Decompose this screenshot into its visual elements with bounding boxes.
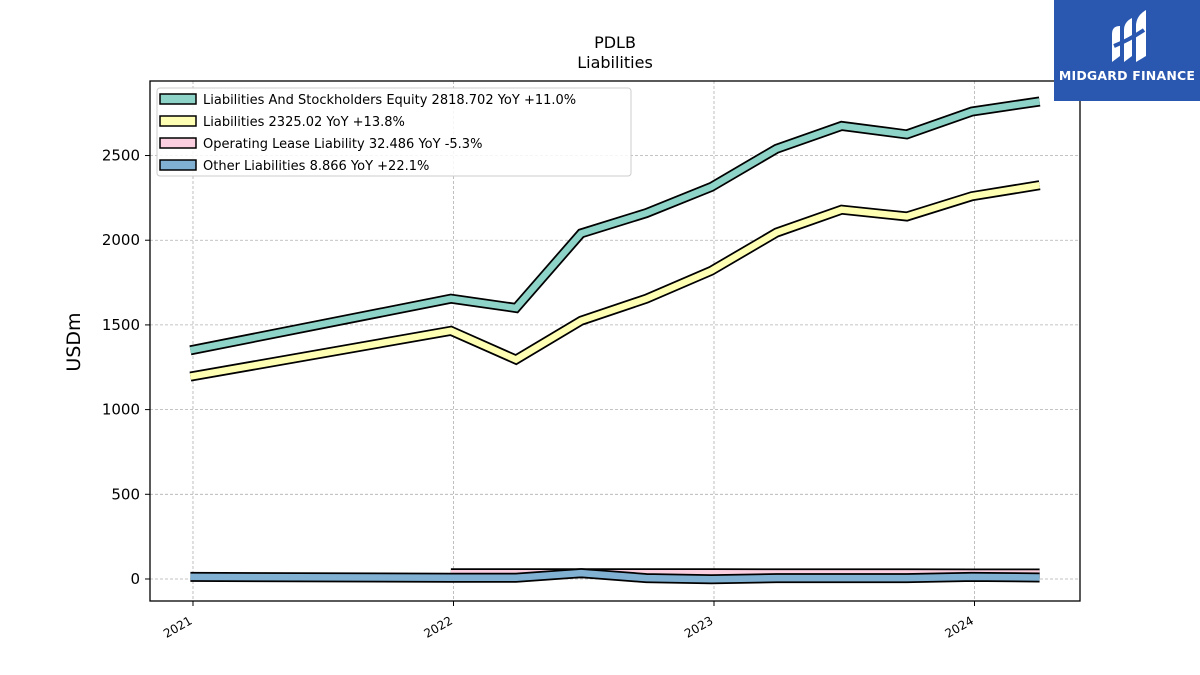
legend-entry: Liabilities 2325.02 YoY +13.8% bbox=[203, 115, 405, 130]
y-tick-label: 2000 bbox=[102, 231, 140, 249]
legend-swatch bbox=[159, 115, 197, 127]
series-line bbox=[190, 569, 1040, 583]
series-layer bbox=[189, 96, 1041, 585]
legend-swatch bbox=[159, 137, 197, 149]
legend-swatch bbox=[159, 159, 197, 171]
chart-subtitle: Liabilities bbox=[577, 53, 653, 72]
logo-text: MIDGARD FINANCE bbox=[1058, 68, 1196, 83]
series-line bbox=[189, 181, 1041, 380]
x-tick-label: 2024 bbox=[943, 613, 976, 640]
legend-swatch bbox=[159, 93, 197, 105]
legend-entry: Other Liabilities 8.866 YoY +22.1% bbox=[203, 159, 429, 174]
brand-logo: MIDGARD FINANCE bbox=[1054, 0, 1200, 101]
x-tick-label: 2023 bbox=[682, 613, 715, 640]
legend: Liabilities And Stockholders Equity 2818… bbox=[156, 87, 632, 177]
y-ticks: 0 500 1000 1500 2000 2500 bbox=[102, 147, 150, 588]
y-tick-label: 0 bbox=[130, 570, 140, 588]
series-line bbox=[189, 98, 1041, 354]
logo-mark-icon bbox=[1112, 10, 1146, 62]
x-tick-label: 2021 bbox=[161, 613, 194, 640]
y-tick-label: 1000 bbox=[102, 401, 140, 419]
legend-entry: Operating Lease Liability 32.486 YoY -5.… bbox=[203, 137, 482, 152]
y-axis-label: USDm bbox=[63, 312, 85, 371]
legend-entry: Liabilities And Stockholders Equity 2818… bbox=[203, 93, 576, 108]
y-tick-label: 2500 bbox=[102, 147, 140, 165]
chart-title: PDLB bbox=[594, 33, 636, 52]
y-tick-label: 1500 bbox=[102, 316, 140, 334]
x-ticks: 2021 2022 2023 2024 bbox=[161, 601, 976, 641]
y-tick-label: 500 bbox=[111, 485, 140, 503]
plot-frame bbox=[149, 80, 1081, 602]
x-tick-label: 2022 bbox=[422, 613, 455, 640]
legend-box bbox=[156, 87, 632, 177]
